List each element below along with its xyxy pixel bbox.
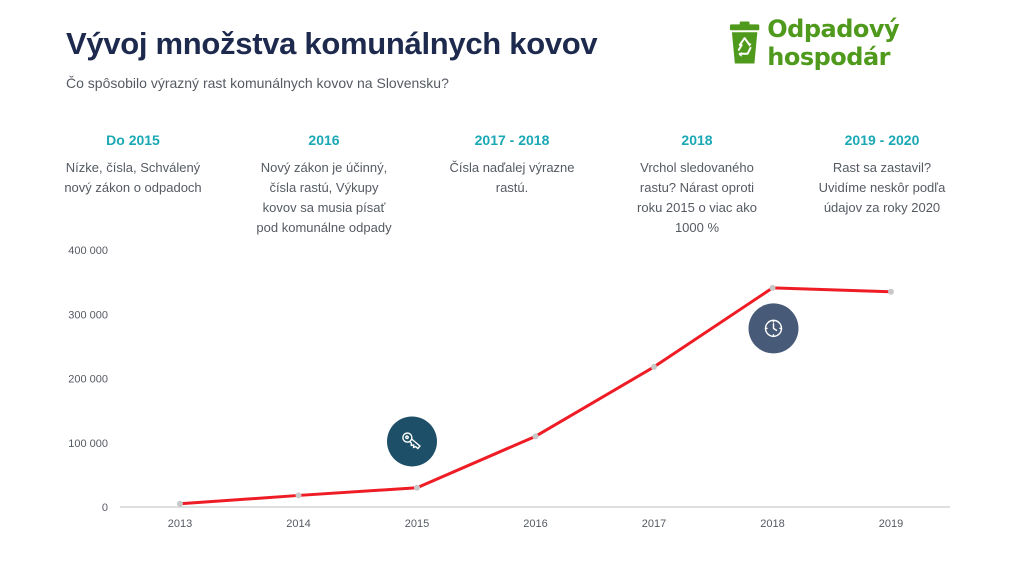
phase-description: Rast sa zastavil? Uvidíme neskôr podľa úda… [798, 158, 966, 218]
key-icon [402, 432, 421, 450]
x-tick-label: 2016 [523, 518, 547, 530]
phase-description: Nízke, čísla, Schválený nový zákon o odpa… [49, 158, 217, 198]
phase-1: Do 2015 Nízke, čísla, Schválený nový zákon… [49, 132, 217, 198]
phase-4: 2018 Vrchol sledovaného rastu? Nárast opro… [613, 132, 781, 238]
phase-description-line: 1000 % [674, 220, 720, 235]
data-point [177, 500, 183, 507]
logo: Odpadový hospodár [728, 15, 1024, 71]
phase-title: Do 2015 [106, 132, 160, 148]
data-point [769, 284, 776, 291]
phase-description: Vrchol sledovaného rastu? Nárast oproti ro… [613, 158, 781, 238]
phase-description-line: Čísla naďalej výrazne [449, 160, 575, 175]
data-point [651, 363, 657, 370]
phase-annotations: Do 2015 Nízke, čísla, Schválený nový zákon… [50, 132, 970, 252]
phase-description-line: Nový zákon je účinný, [260, 160, 388, 175]
data-point [532, 433, 539, 440]
x-tick-label: 2014 [286, 518, 310, 530]
phase-description-line: Rast sa zastavil? [832, 160, 932, 175]
phase-description-line: kovov sa musia písať [262, 200, 386, 215]
phase-3: 2017 - 2018 Čísla naďalej výrazne rastú. [428, 132, 596, 198]
data-point [295, 492, 302, 499]
logo-text: Odpadový hospodár [767, 15, 900, 71]
y-tick-label: 400 000 [68, 245, 108, 257]
key-marker [387, 416, 437, 467]
y-tick-label: 200 000 [68, 374, 108, 386]
phase-description-line: nový zákon o odpadoch [64, 180, 202, 195]
y-tick-label: 100 000 [68, 438, 108, 450]
recycling-bin-icon [729, 21, 760, 64]
phase-description: Nový zákon je účinný, čísla rastú, Výkupy… [240, 158, 408, 238]
phase-title: 2019 - 2020 [844, 132, 920, 148]
phase-title: 2016 [308, 132, 340, 148]
phase-description-line: údajov za roky 2020 [823, 200, 941, 215]
phase-description-line: Uvidíme neskôr podľa [818, 180, 946, 195]
phase-5: 2019 - 2020 Rast sa zastavil? Uvidíme nesk… [798, 132, 966, 218]
data-point [888, 288, 894, 295]
phase-title: 2018 [681, 132, 713, 148]
x-tick-label: 2018 [760, 518, 784, 530]
x-tick-label: 2019 [879, 518, 903, 530]
phase-description-line: Nízke, čísla, Schválený [65, 160, 201, 175]
phase-description-line: Vrchol sledovaného [640, 160, 754, 175]
data-point [414, 484, 420, 491]
clock-icon [764, 319, 783, 338]
phase-description-line: roku 2015 o viac ako [637, 200, 757, 215]
y-tick-label: 300 000 [68, 309, 108, 321]
phase-title: 2017 - 2018 [474, 132, 550, 148]
phase-description-line: rastú. [495, 180, 529, 195]
x-tick-label: 2013 [168, 518, 192, 530]
phase-description-line: pod komunálne odpady [256, 220, 392, 235]
x-tick-label: 2017 [642, 518, 666, 530]
phase-description-line: rastu? Nárast oproti [639, 180, 755, 195]
phase-description-line: čísla rastú, Výkupy [269, 180, 379, 195]
page-subtitle: Čo spôsobilo výrazný rast komunálnych ko… [66, 75, 449, 91]
phase-2: 2016 Nový zákon je účinný, čísla rastú, Vý… [240, 132, 408, 238]
phase-description: Čísla naďalej výrazne rastú. [428, 158, 596, 198]
page-title: Vývoj množstva komunálnych kovov [66, 26, 598, 61]
y-tick-label: 0 [102, 502, 108, 514]
x-tick-label: 2015 [405, 518, 429, 530]
